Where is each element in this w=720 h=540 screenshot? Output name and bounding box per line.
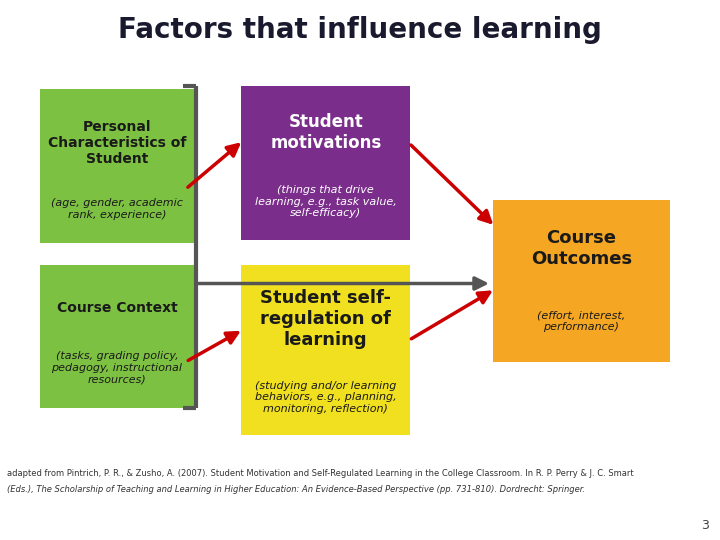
Text: (age, gender, academic
rank, experience): (age, gender, academic rank, experience) [51, 198, 183, 220]
Text: Course
Outcomes: Course Outcomes [531, 229, 632, 268]
Text: Student self-
regulation of
learning: Student self- regulation of learning [261, 289, 391, 349]
Text: (studying and/or learning
behaviors, e.g., planning,
monitoring, reflection): (studying and/or learning behaviors, e.g… [255, 381, 397, 414]
Text: (effort, interest,
performance): (effort, interest, performance) [537, 310, 626, 332]
FancyBboxPatch shape [241, 265, 410, 435]
Text: Personal
Characteristics of
Student: Personal Characteristics of Student [48, 120, 186, 166]
FancyBboxPatch shape [241, 86, 410, 240]
Text: 3: 3 [701, 519, 709, 532]
FancyBboxPatch shape [40, 89, 194, 243]
Text: (tasks, grading policy,
pedagogy, instructional
resources): (tasks, grading policy, pedagogy, instru… [52, 351, 182, 384]
Text: Course Context: Course Context [57, 301, 177, 314]
Text: Factors that influence learning: Factors that influence learning [118, 16, 602, 44]
FancyBboxPatch shape [493, 200, 670, 362]
FancyBboxPatch shape [40, 265, 194, 408]
Text: Student
motivations: Student motivations [270, 113, 382, 152]
Text: (Eds.), The Scholarship of Teaching and Learning in Higher Education: An Evidenc: (Eds.), The Scholarship of Teaching and … [7, 485, 585, 494]
Text: adapted from Pintrich, P. R., & Zusho, A. (2007). Student Motivation and Self-Re: adapted from Pintrich, P. R., & Zusho, A… [7, 469, 634, 478]
Text: (things that drive
learning, e.g., task value,
self-efficacy): (things that drive learning, e.g., task … [255, 185, 397, 218]
